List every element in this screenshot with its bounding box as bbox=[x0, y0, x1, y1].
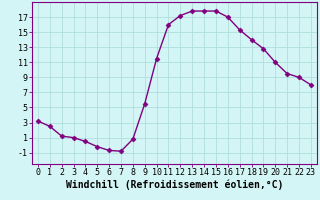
X-axis label: Windchill (Refroidissement éolien,°C): Windchill (Refroidissement éolien,°C) bbox=[66, 180, 283, 190]
